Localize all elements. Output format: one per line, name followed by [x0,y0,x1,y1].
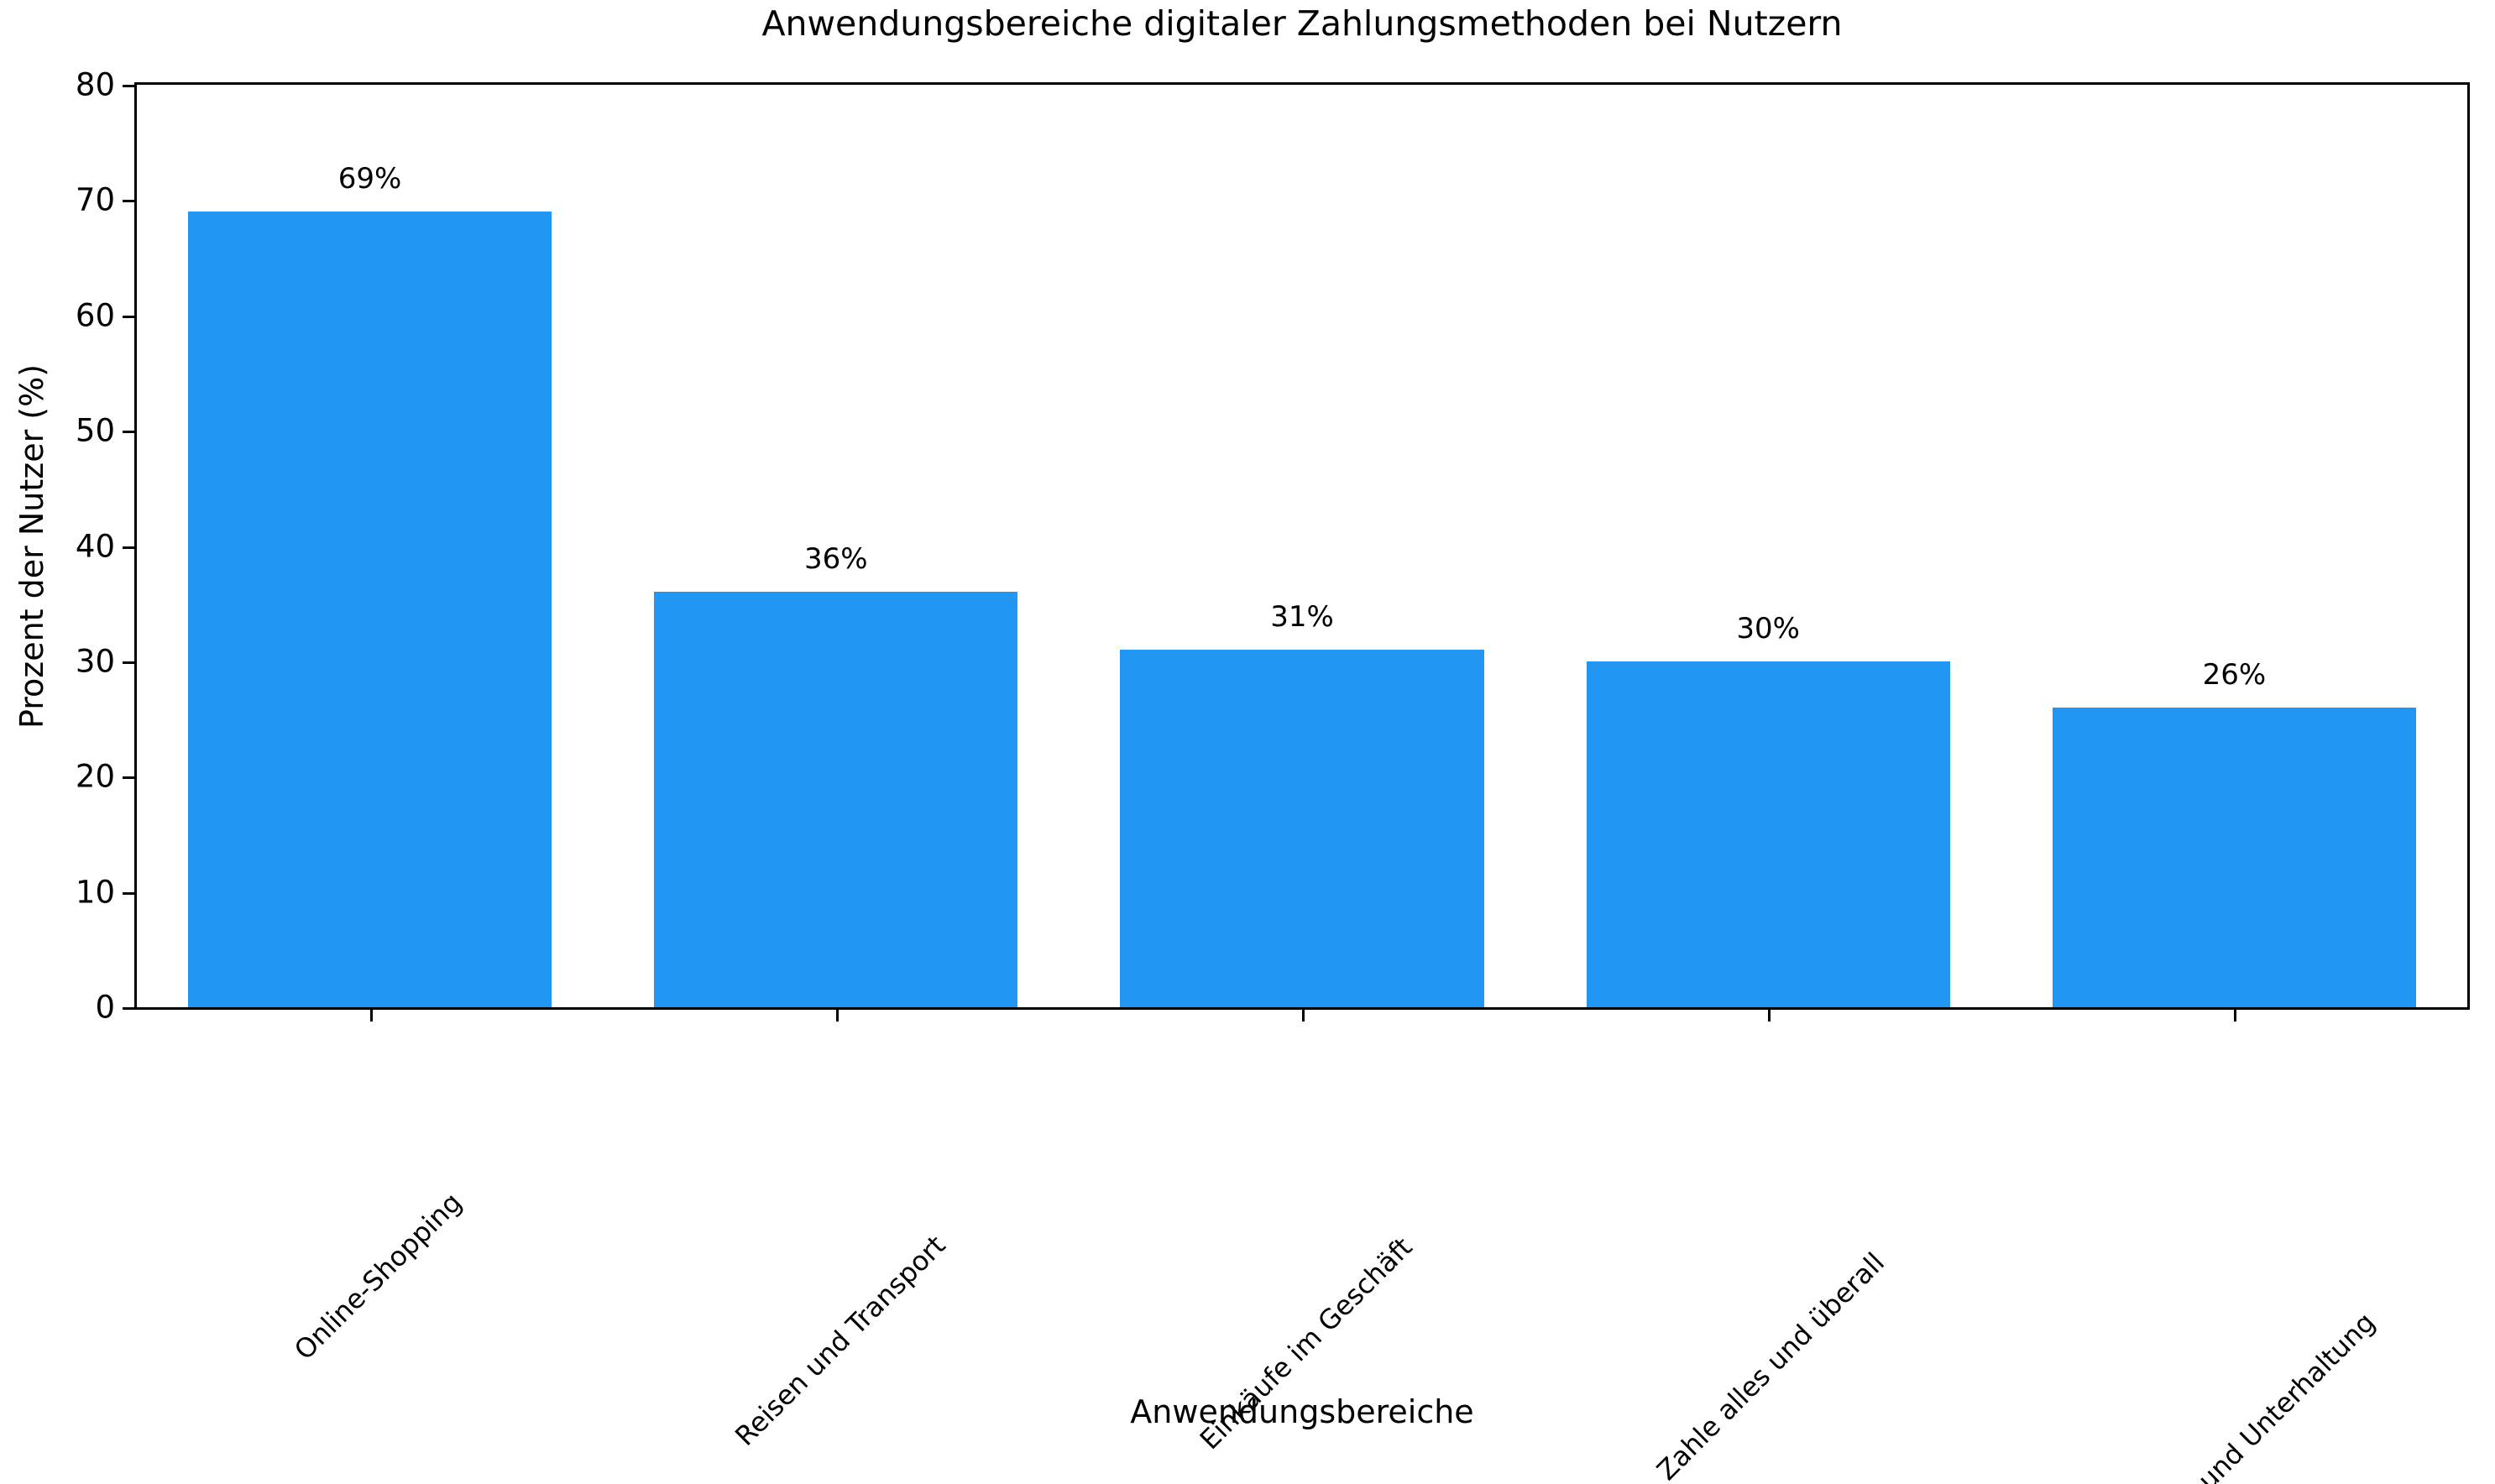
y-tick-label: 40 [75,528,115,564]
bar-value-label: 69% [337,162,402,196]
bar[interactable] [654,592,1018,1007]
y-tick-label: 30 [75,643,115,680]
x-tick-label: Online-Shopping [287,1186,468,1366]
bar-group[interactable]: 26% [2052,85,2416,1007]
plot-area: Prozent der Nutzer (%) 0 10 20 30 40 50 60 70 80… [13,70,2470,1484]
bar-value-label: 36% [804,542,868,577]
x-tick-label: Zahle alles und überall [1650,1246,1891,1484]
bar-group[interactable]: 31% [1120,85,1484,1007]
y-tick-mark [123,1007,137,1010]
bar-group[interactable]: 69% [188,85,552,1007]
y-tick-label: 70 [75,181,115,218]
y-tick-mark [123,200,137,203]
bar[interactable] [1586,661,1950,1007]
bar[interactable] [2052,707,2416,1007]
chart-title: Anwendungsbereiche digitaler Zahlungsmet… [761,3,1843,44]
y-tick-mark [123,431,137,434]
y-tick-mark [123,661,137,664]
bar-group[interactable]: 30% [1586,85,1950,1007]
bar[interactable] [188,212,552,1007]
bar-group[interactable]: 36% [654,85,1018,1007]
y-tick-label: 10 [75,874,115,911]
x-tick-mark [1768,1007,1771,1022]
y-tick-mark [123,776,137,780]
bar-value-label: 26% [2202,657,2267,692]
y-tick-label: 50 [75,412,115,449]
x-tick-mark [2234,1007,2237,1022]
bar-value-label: 30% [1736,611,1800,645]
y-tick-label: 80 [75,66,115,103]
y-tick-label: 60 [75,297,115,334]
bar-value-label: 31% [1270,600,1334,635]
y-tick-mark [123,546,137,549]
x-axis-label: Anwendungsbereiche [1130,1393,1474,1430]
y-tick-label: 0 [95,989,115,1026]
y-tick-label: 20 [75,758,115,795]
y-tick-mark [123,891,137,895]
x-tick-mark [369,1007,373,1022]
bar[interactable] [1120,650,1484,1007]
x-tick-mark [1302,1007,1305,1022]
y-axis-label: Prozent der Nutzer (%) [13,363,50,729]
y-tick-mark [123,315,137,318]
y-tick-mark [123,85,137,87]
x-tick-mark [835,1007,839,1022]
